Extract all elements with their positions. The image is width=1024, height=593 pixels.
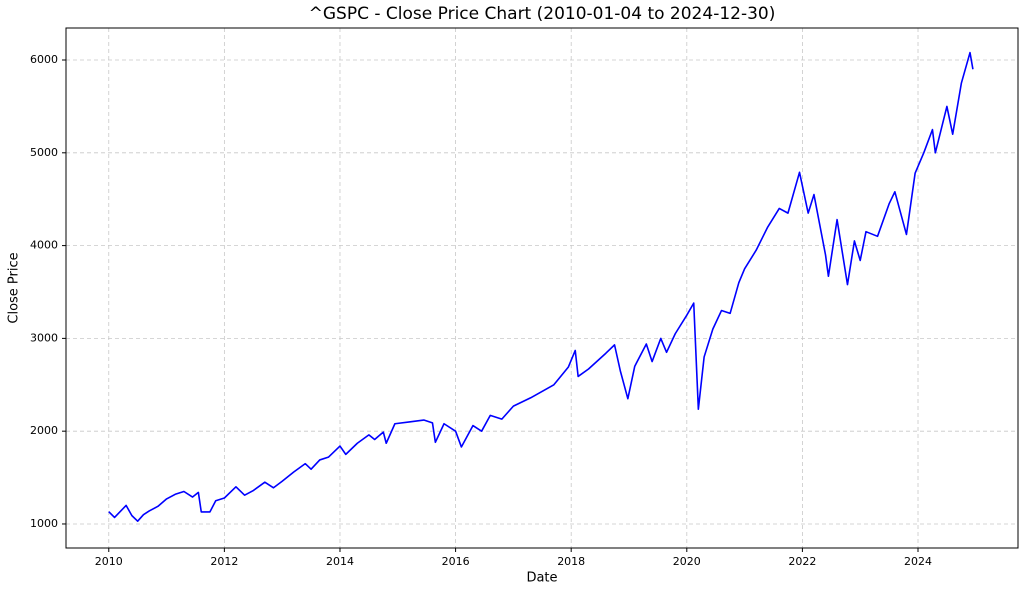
price-line: [108, 51, 974, 522]
y-tick-label: 1000: [30, 517, 58, 530]
y-tick-label: 4000: [30, 239, 58, 252]
x-tick-label: 2012: [210, 555, 238, 568]
x-tick-label: 2016: [442, 555, 470, 568]
y-tick-label: 5000: [30, 146, 58, 159]
x-tick-label: 2022: [788, 555, 816, 568]
chart-title: ^GSPC - Close Price Chart (2010-01-04 to…: [309, 4, 776, 24]
y-tick-label: 3000: [30, 331, 58, 344]
y-axis-label: Close Price: [7, 252, 22, 323]
y-tick-label: 2000: [30, 424, 58, 437]
x-tick-label: 2024: [904, 555, 932, 568]
plot-area: 1000 2000 3000 4000 5000 6000 2010 2012 2014 2016…: [30, 28, 1018, 568]
x-tick-label: 2014: [326, 555, 354, 568]
x-tick-label: 2020: [673, 555, 701, 568]
x-tick-label: 2010: [95, 555, 123, 568]
x-axis-label: Date: [526, 571, 557, 586]
y-tick-label: 6000: [30, 53, 58, 66]
x-tick-label: 2018: [557, 555, 585, 568]
axes-frame: [65, 27, 1019, 549]
